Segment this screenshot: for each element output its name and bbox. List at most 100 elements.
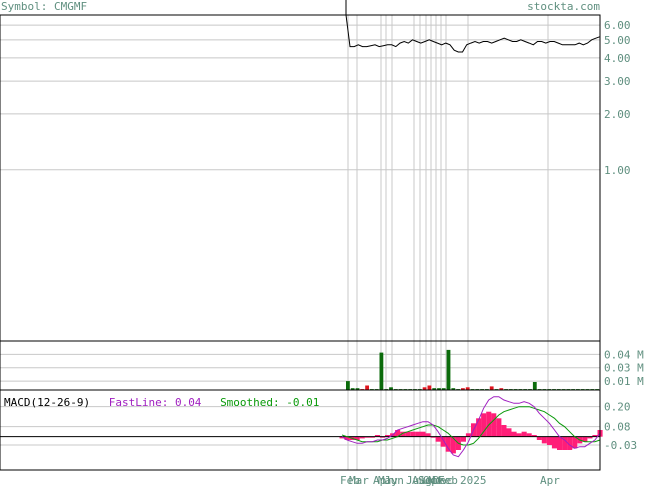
- volume-tick-label: 0.01 M: [604, 375, 644, 388]
- macd-histogram-bar: [425, 433, 431, 437]
- x-tick-label: Feb: [438, 474, 458, 486]
- macd-histogram-bar: [450, 436, 456, 454]
- volume-bar: [489, 386, 494, 390]
- volume-bar: [532, 382, 537, 390]
- macd-histogram-bar: [567, 436, 573, 450]
- volume-bar: [451, 388, 456, 390]
- volume-bar: [365, 385, 369, 390]
- price-line: [345, 0, 601, 53]
- macd-histogram-bar: [476, 418, 482, 437]
- macd-histogram-bar: [460, 436, 466, 442]
- macd-legend: MACD(12-26-9) FastLine: 0.04 Smoothed: -…: [4, 396, 331, 409]
- macd-legend-fast: FastLine: 0.04: [108, 396, 202, 409]
- price-frame: [0, 14, 601, 342]
- macd-histogram-bar: [410, 431, 416, 437]
- x-tick-label: 2025: [460, 474, 487, 486]
- macd-histogram-bar: [551, 436, 557, 449]
- volume-bar: [422, 387, 427, 390]
- volume-frame: [0, 340, 601, 391]
- macd-tick-label: 0.20: [604, 401, 631, 414]
- macd-histogram-bar: [506, 428, 512, 437]
- macd-histogram-bar: [572, 436, 578, 449]
- macd-histogram-bar: [486, 411, 492, 437]
- macd-histogram-bar: [430, 436, 436, 438]
- price-panel: 6.00 5.00 4.00 3.00 2.00 1.00: [0, 0, 631, 342]
- macd-histogram-bar: [379, 436, 385, 438]
- macd-legend-name: MACD(12-26-9): [4, 396, 91, 409]
- macd-histogram-bar: [405, 431, 411, 437]
- volume-bar: [427, 385, 432, 390]
- volume-bar: [446, 349, 451, 390]
- x-tick-label: Dec: [433, 474, 453, 486]
- x-tick-label: Feb: [340, 474, 360, 486]
- x-tick-label: Mar: [349, 474, 369, 486]
- macd-fast-line: [341, 396, 601, 458]
- macd-histogram-bar: [491, 413, 497, 437]
- macd-histogram-bar: [582, 436, 588, 442]
- x-tick-label: May: [378, 474, 398, 486]
- price-tick-label: 6.00: [604, 19, 631, 32]
- volume-bar: [437, 388, 441, 390]
- macd-histogram-bar: [359, 436, 365, 439]
- macd-histogram-bar: [496, 418, 502, 437]
- price-tick-label: 3.00: [604, 75, 631, 88]
- macd-histogram-bar: [501, 425, 507, 437]
- volume-bar: [499, 388, 504, 390]
- volume-bar: [461, 388, 465, 390]
- volume-panel: 0.04 M0.03 M0.01 M: [0, 340, 644, 391]
- price-tick-label: 1.00: [604, 164, 631, 177]
- volume-bar: [432, 388, 437, 390]
- x-tick-label: Jul: [406, 474, 426, 486]
- macd-histogram-bar: [562, 436, 568, 450]
- macd-histogram-bar: [395, 430, 401, 437]
- macd-histogram-bar: [481, 413, 487, 437]
- macd-histogram-bar: [354, 436, 360, 440]
- volume-bar: [346, 381, 350, 390]
- price-tick-label: 4.00: [604, 52, 631, 65]
- volume-bar: [350, 388, 355, 390]
- x-tick-label: Sep: [418, 474, 438, 486]
- x-tick-label: Jun: [384, 474, 404, 486]
- volume-tick-label: 0.04 M: [604, 348, 644, 361]
- x-tick-label: Aug: [412, 474, 432, 486]
- volume-bar: [389, 387, 393, 390]
- symbol-label: Symbol: CMGMF: [1, 0, 88, 13]
- macd-smoothed-line: [341, 406, 601, 446]
- macd-histogram-bar: [420, 431, 426, 437]
- macd-histogram-bar: [511, 431, 517, 437]
- macd-frame: [0, 389, 601, 471]
- macd-histogram-bar: [339, 436, 345, 439]
- macd-legend-smoothed: Smoothed: -0.01: [220, 396, 320, 409]
- volume-bar: [379, 352, 384, 390]
- macd-histogram-bar: [592, 435, 598, 437]
- macd-tick-label: 0.08: [604, 421, 631, 434]
- macd-histogram-bar: [465, 433, 471, 437]
- volume-tick-label: 0.03 M: [604, 362, 644, 375]
- x-tick-label: Apr: [540, 474, 560, 486]
- macd-histogram-bar: [546, 436, 552, 445]
- macd-histogram-bar: [374, 435, 380, 437]
- macd-histogram-bar: [344, 436, 350, 440]
- macd-tick-label: -0.03: [604, 439, 637, 452]
- macd-histogram-bar: [531, 435, 537, 437]
- macd-histogram-bar: [385, 435, 391, 437]
- macd-panel: 0.20 0.08 -0.03: [0, 389, 637, 471]
- macd-histogram-bar: [435, 436, 441, 442]
- x-tick-label: Oct: [423, 474, 443, 486]
- price-tick-label: 2.00: [604, 108, 631, 121]
- macd-histogram-bar: [415, 431, 421, 437]
- macd-histogram-bar: [557, 436, 563, 450]
- x-tick-label: Nov: [428, 474, 448, 486]
- x-tick-label: Apr: [373, 474, 393, 486]
- macd-histogram-bar: [445, 436, 451, 452]
- macd-histogram-bar: [516, 433, 522, 437]
- site-label[interactable]: stockta.com: [527, 0, 600, 13]
- macd-histogram-bar: [521, 431, 527, 437]
- volume-bar: [441, 388, 446, 390]
- macd-histogram-bar: [536, 436, 542, 440]
- macd-histogram-bar: [526, 433, 532, 437]
- macd-histogram-bar: [369, 436, 375, 438]
- macd-histogram-bar: [541, 436, 547, 444]
